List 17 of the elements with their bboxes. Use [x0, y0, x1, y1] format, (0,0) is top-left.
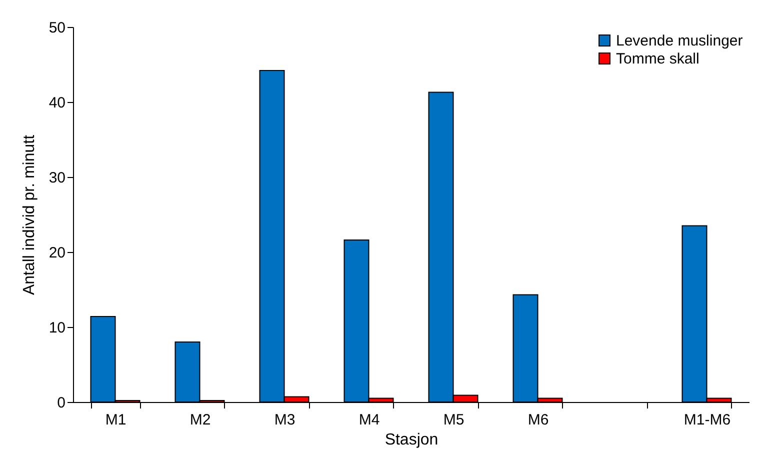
- y-tick-label: 50: [48, 20, 66, 36]
- legend-label: Tomme skall: [616, 50, 700, 68]
- y-tick-label: 0: [57, 394, 66, 412]
- y-tick-label: 30: [48, 170, 66, 186]
- x-tick-label: M4: [358, 412, 380, 428]
- y-tick-label: 40: [48, 94, 66, 112]
- legend-label: Levende muslinger: [616, 32, 743, 50]
- x-tick-label: M6: [528, 412, 549, 428]
- x-axis-title: Stasjon: [384, 432, 438, 448]
- y-tick-label: 10: [48, 320, 66, 336]
- x-tick-label: M1: [105, 412, 126, 428]
- y-axis-title: Antall individ pr. minutt: [20, 134, 38, 296]
- x-tick-label: M5: [443, 412, 464, 428]
- x-tick-label: M2: [190, 412, 211, 428]
- x-tick-label: M3: [274, 412, 296, 428]
- x-tick-label: M1-M6: [684, 412, 731, 428]
- y-tick-label: 20: [48, 244, 66, 262]
